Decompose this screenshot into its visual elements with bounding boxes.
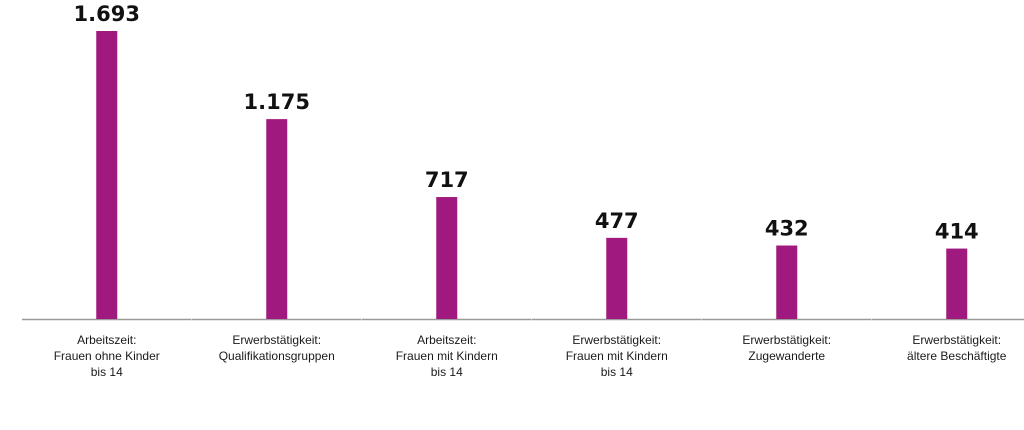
bar-group: 1.693 Arbeitszeit: Frauen ohne Kinder bis 1… — [22, 2, 192, 379]
bar — [96, 31, 118, 319]
bar — [606, 237, 628, 319]
category-label-line: Frauen mit Kindern — [396, 349, 498, 363]
bar — [266, 119, 288, 319]
bar-group: 477 Erwerbstätigkeit: Frauen mit Kindern bi… — [532, 209, 702, 379]
category-label-line: Zugewanderte — [748, 349, 825, 363]
bar — [776, 245, 798, 319]
data-label: 717 — [425, 168, 469, 192]
category-label-line: Qualifikationsgruppen — [219, 349, 335, 363]
data-label: 432 — [765, 217, 809, 241]
category-label: Erwerbstätigkeit: Qualifikationsgruppen — [219, 333, 335, 363]
bar-group: 432 Erwerbstätigkeit: Zugewanderte — [702, 217, 872, 363]
category-label: Arbeitszeit: Frauen ohne Kinder bis 14 — [54, 333, 160, 379]
category-label-line: ältere Beschäftigte — [907, 349, 1007, 363]
category-label-line: Frauen ohne Kinder — [54, 349, 160, 363]
bar-group: 1.175 Erwerbstätigkeit: Qualifikationsgrup… — [192, 90, 362, 363]
category-label-line: Frauen mit Kindern — [566, 349, 668, 363]
data-label: 1.693 — [74, 2, 140, 26]
data-label: 477 — [595, 209, 639, 233]
category-label-line: Erwerbstätigkeit: — [742, 333, 831, 347]
category-label-line: Arbeitszeit: — [417, 333, 476, 347]
category-label-line: Arbeitszeit: — [77, 333, 136, 347]
bar-group: 717 Arbeitszeit: Frauen mit Kindern bis 14 — [362, 168, 532, 379]
data-label: 1.175 — [244, 90, 310, 114]
category-label: Arbeitszeit: Frauen mit Kindern bis 14 — [396, 333, 498, 379]
category-label: Erwerbstätigkeit: Zugewanderte — [742, 333, 831, 363]
category-label: Erwerbstätigkeit: Frauen mit Kindern bis 1… — [566, 333, 668, 379]
bar-group: 414 Erwerbstätigkeit: ältere Beschäftigte — [872, 220, 1024, 363]
bar — [436, 197, 458, 319]
category-label-line: Erwerbstätigkeit: — [232, 333, 321, 347]
category-label-line: bis 14 — [601, 365, 633, 379]
category-label: Erwerbstätigkeit: ältere Beschäftigte — [907, 333, 1007, 363]
category-label-line: bis 14 — [91, 365, 123, 379]
bar — [946, 248, 968, 319]
category-label-line: Erwerbstätigkeit: — [572, 333, 661, 347]
category-label-line: bis 14 — [431, 365, 463, 379]
data-label: 414 — [935, 220, 979, 244]
category-label-line: Erwerbstätigkeit: — [912, 333, 1001, 347]
